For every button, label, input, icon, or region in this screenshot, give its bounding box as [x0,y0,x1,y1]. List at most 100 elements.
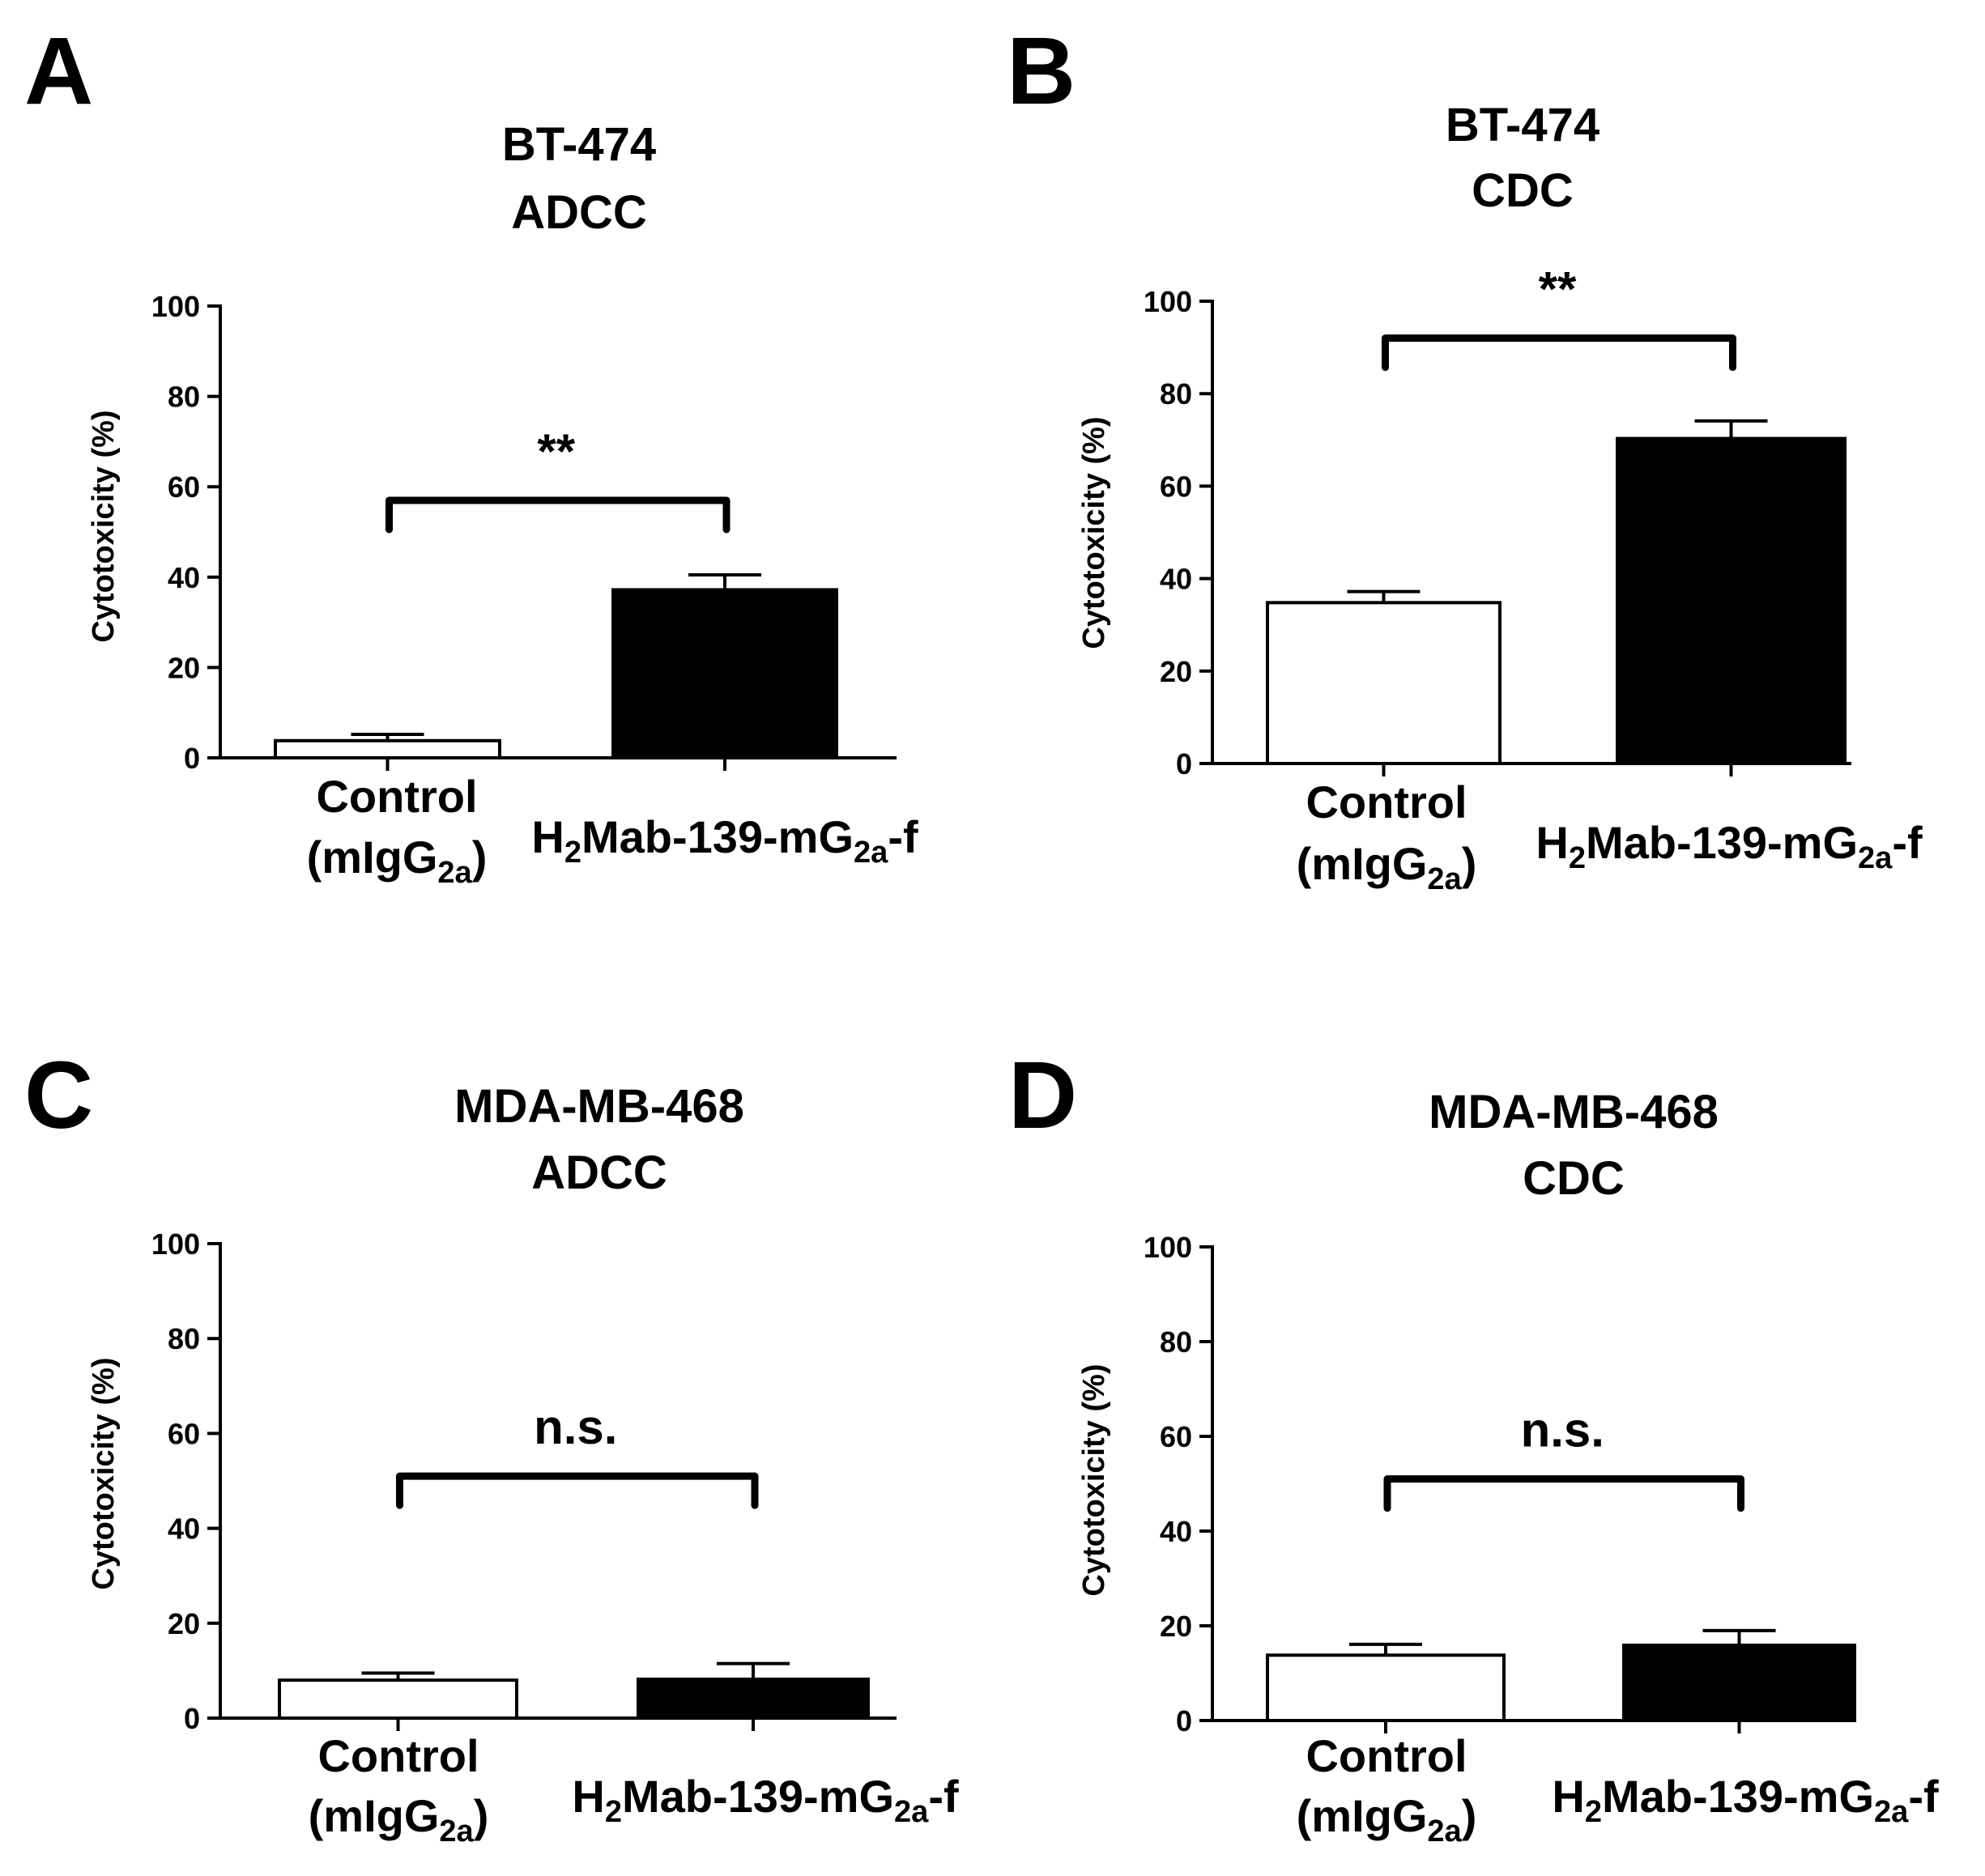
category-paren-open: (mIgG [1297,838,1428,889]
category-tail: -f [1892,817,1923,868]
chart-panel-d: D MDA-MB-468 CDC Cytotoxicity (%) 0 20 40 60 80 1… [1008,1042,1939,1848]
x-category-label-control: Control [1306,776,1467,827]
y-tick-label: 0 [184,1702,200,1735]
y-tick-label: 20 [168,651,200,684]
chart-title-line2: CDC [1472,164,1574,217]
significance-annotation: n.s. [534,1400,617,1454]
y-tick-label: 80 [1160,1325,1192,1359]
bar-h2mab [637,1677,870,1720]
y-axis-label: Cytotoxicity (%) [87,410,121,642]
bar-h2mab [611,588,838,760]
category-tail: -f [888,811,918,862]
x-category-label-control: Control [317,1730,479,1781]
category-subscript: 2 [1569,841,1586,875]
category-main: Control [1306,1730,1467,1781]
category-paren-close: ) [1462,1790,1477,1841]
y-tick-label: 60 [168,1417,200,1450]
category-main: H [1536,817,1568,868]
y-tick-label: 40 [168,561,200,594]
category-mid: Mab-139-mG [622,1771,894,1822]
significance-bracket [396,1472,759,1509]
chart-title-line1: BT-474 [1446,99,1600,151]
chart-panel-b: B BT-474 CDC Cytotoxicity (%) 0 20 40 60 80 100 Co… [1007,18,1923,896]
significance-bracket [1382,334,1736,372]
significance-annotation: ** [537,424,575,479]
category-subscript: 2 [1585,1795,1602,1829]
chart-panel-a: A BT-474 ADCC Cytotoxicity (%) 0 20 40 60 80 100 C… [24,18,918,890]
x-category-label-control: Control [316,771,477,822]
chart-title-line2: ADCC [531,1146,667,1199]
x-category-label-h2mab: H2Mab-139-mG2a-f [572,1771,959,1829]
category-main: Control [1306,776,1467,827]
y-tick-label: 60 [1160,1420,1192,1453]
x-category-label-control-sub: (mIgG2a) [1297,838,1477,896]
chart-panel-c: C MDA-MB-468 ADCC Cytotoxicity (%) 0 20 40 60 80… [24,1042,959,1848]
category-paren-open: (mIgG [1297,1790,1428,1841]
significance-bracket [1383,1475,1744,1512]
category-mid: Mab-139-mG [1602,1771,1874,1822]
panel-label: B [1007,18,1076,125]
x-category-label-h2mab: H2Mab-139-mG2a-f [1552,1771,1939,1829]
category-subscript: 2 [564,836,581,870]
category-main: Control [317,1730,479,1781]
category-mid: Mab-139-mG [581,811,854,862]
y-tick-label: 0 [184,742,200,775]
category-paren-open: (mIgG [309,1790,440,1841]
y-tick-label: 60 [168,470,200,504]
category-subscript: 2a [437,856,472,890]
y-tick-label: 40 [1160,1515,1192,1548]
category-main: H [531,811,564,862]
category-paren-close: ) [1462,838,1477,889]
y-tick-label: 0 [1176,747,1192,781]
category-subscript: 2a [1874,1795,1909,1829]
y-tick-label: 20 [1160,1610,1192,1643]
y-tick-label: 100 [1144,285,1192,318]
y-tick-label: 80 [168,1322,200,1355]
x-category-label-control-sub: (mIgG2a) [309,1790,489,1848]
y-axis-label: Cytotoxicity (%) [1077,1363,1111,1596]
y-axis-label: Cytotoxicity (%) [1077,416,1111,649]
significance-bracket [385,496,731,534]
bar-control [274,738,501,760]
category-paren-close: ) [474,1790,489,1841]
x-category-label-control-sub: (mIgG2a) [307,832,488,890]
category-mid: Mab-139-mG [1586,817,1858,868]
chart-title-line1: MDA-MB-468 [454,1080,744,1133]
significance-annotation: ** [1539,262,1577,317]
panel-label: C [24,1042,93,1149]
chart-title-line2: CDC [1523,1152,1625,1205]
y-tick-label: 40 [168,1512,200,1546]
bar-control [1266,601,1502,765]
x-category-label-h2mab: H2Mab-139-mG2a-f [1536,817,1923,875]
y-tick-label: 0 [1176,1704,1192,1738]
category-subscript: 2a [894,1795,929,1829]
category-main: Control [316,771,477,822]
chart-title-line1: BT-474 [502,118,656,171]
category-paren-open: (mIgG [307,832,438,883]
category-subscript: 2a [1427,862,1462,896]
bar-h2mab [1622,1643,1856,1722]
bar-control [1266,1653,1506,1723]
y-axis-label: Cytotoxicity (%) [87,1357,121,1589]
category-tail: -f [1908,1771,1939,1822]
category-subscript: 2a [854,836,888,870]
x-category-label-h2mab: H2Mab-139-mG2a-f [531,811,918,870]
category-paren-close: ) [472,832,488,883]
y-tick-label: 80 [1160,377,1192,411]
chart-title-line2: ADCC [511,186,647,239]
y-tick-label: 20 [168,1607,200,1640]
y-tick-label: 100 [151,1227,200,1261]
category-subscript: 2a [1858,841,1893,875]
panel-label: A [24,18,93,125]
category-main: H [572,1771,604,1822]
category-main: H [1552,1771,1584,1822]
bar-control [278,1678,518,1721]
y-tick-label: 100 [151,290,200,323]
y-tick-label: 20 [1160,655,1192,688]
y-tick-label: 100 [1144,1231,1192,1264]
x-category-label-control-sub: (mIgG2a) [1297,1790,1477,1848]
category-subscript: 2 [605,1795,622,1829]
y-tick-label: 80 [168,381,200,414]
panel-label: D [1008,1042,1077,1149]
